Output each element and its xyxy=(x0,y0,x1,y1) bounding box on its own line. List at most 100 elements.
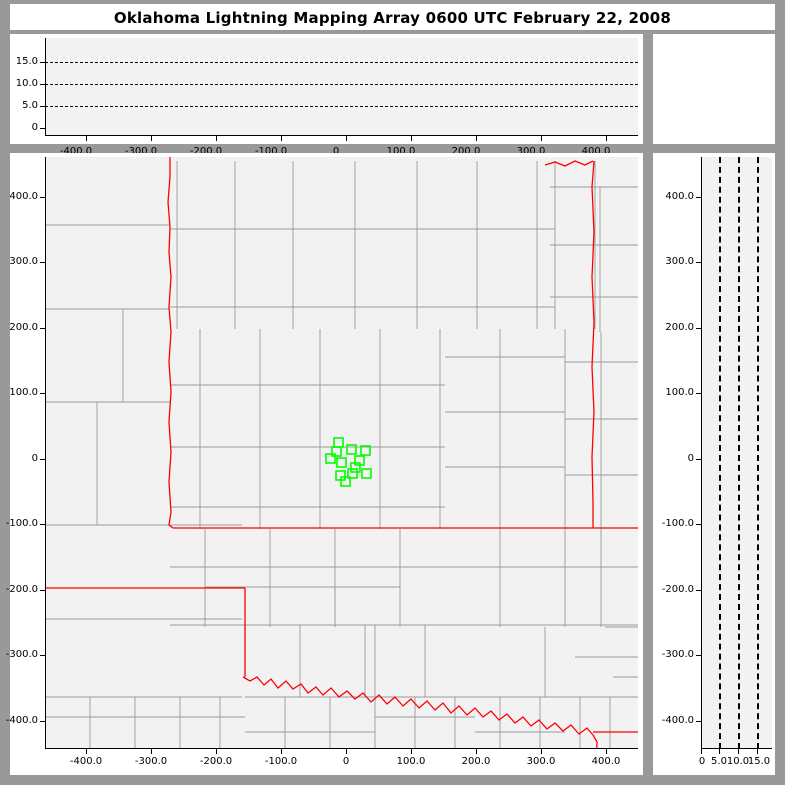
ytick-5 xyxy=(40,106,46,107)
map-xtick-label-0: 0 xyxy=(342,756,350,767)
vgridline-5 xyxy=(719,157,721,749)
map-xtick-100 xyxy=(411,749,412,754)
xtick-200 xyxy=(476,136,477,141)
alt-east-xtick-label-300: 300.0 xyxy=(516,146,546,157)
map-xtick-label-200: 200.0 xyxy=(461,756,491,767)
ytick-label-0: 0 xyxy=(31,122,38,133)
map-xtick-300 xyxy=(541,749,542,754)
map-ytick-label-0: 0 xyxy=(31,453,38,464)
map-ytick-300 xyxy=(40,262,46,263)
xtick--200 xyxy=(216,136,217,141)
alt-east-plot-area xyxy=(45,38,638,136)
na-ytick-label--400: -400.0 xyxy=(661,715,694,726)
map-ytick-label--400: -400.0 xyxy=(5,715,38,726)
na-ytick-200 xyxy=(696,328,702,329)
north-alt-x-axis xyxy=(701,748,772,749)
north-alt-plot-area[interactable] xyxy=(701,157,772,749)
xtick-300 xyxy=(541,136,542,141)
na-xtick-15 xyxy=(757,749,758,754)
map-ytick-label-100: 100.0 xyxy=(9,387,38,398)
na-xtick-label-10: 10.0 xyxy=(726,756,750,767)
map-xtick--200 xyxy=(216,749,217,754)
map-ytick-400 xyxy=(40,197,46,198)
xtick--300 xyxy=(151,136,152,141)
na-ytick--400 xyxy=(696,721,702,722)
plan-view-map-panel[interactable]: 400.0 300.0 200.0 100.0 0 -100.0 -200.0 … xyxy=(6,153,643,775)
na-ytick-label-200: 200.0 xyxy=(665,322,694,333)
na-ytick-label--100: -100.0 xyxy=(661,518,694,529)
alt-east-xtick-label-200: 200.0 xyxy=(451,146,481,157)
north-alt-y-axis xyxy=(701,157,702,749)
ytick-15 xyxy=(40,62,46,63)
map-plot-area[interactable] xyxy=(45,157,638,749)
xtick-400 xyxy=(606,136,607,141)
na-ytick--300 xyxy=(696,655,702,656)
map-xtick-label--400: -400.0 xyxy=(69,756,103,767)
map-xtick--100 xyxy=(281,749,282,754)
na-ytick--200 xyxy=(696,590,702,591)
na-ytick-label--300: -300.0 xyxy=(661,649,694,660)
map-xtick-0 xyxy=(346,749,347,754)
na-ytick-0 xyxy=(696,459,702,460)
map-ytick--300 xyxy=(40,655,46,656)
ytick-label-5: 5.0 xyxy=(22,100,38,111)
alt-east-y-axis xyxy=(45,38,46,136)
gridline-15 xyxy=(45,62,638,63)
map-ytick-200 xyxy=(40,328,46,329)
xtick-100 xyxy=(411,136,412,141)
alt-east-xtick-label-0: 0 xyxy=(332,146,340,157)
altitude-histogram-panel xyxy=(653,34,775,144)
alt-east-xtick-label--400: -400.0 xyxy=(59,146,93,157)
map-x-axis xyxy=(45,748,638,749)
map-ytick-label-400: 400.0 xyxy=(9,191,38,202)
map-xtick-200 xyxy=(476,749,477,754)
na-xtick-label-5: 5.0 xyxy=(711,756,727,767)
na-ytick-label-0: 0 xyxy=(687,453,694,464)
map-ytick-100 xyxy=(40,393,46,394)
map-ytick-label--200: -200.0 xyxy=(5,584,38,595)
na-xtick-5 xyxy=(719,749,720,754)
alt-east-x-axis xyxy=(45,135,638,136)
alt-east-xtick-label-100: 100.0 xyxy=(386,146,416,157)
map-ytick-label-200: 200.0 xyxy=(9,322,38,333)
na-ytick-100 xyxy=(696,393,702,394)
map-xtick--400 xyxy=(86,749,87,754)
map-xtick-label--300: -300.0 xyxy=(134,756,168,767)
alt-east-xtick-label-400: 400.0 xyxy=(581,146,611,157)
map-y-axis xyxy=(45,157,46,749)
map-xtick-label--200: -200.0 xyxy=(199,756,233,767)
xtick-0 xyxy=(346,136,347,141)
map-ytick--400 xyxy=(40,721,46,722)
na-xtick-10 xyxy=(738,749,739,754)
map-ytick-label--100: -100.0 xyxy=(5,518,38,529)
map-xtick-label-100: 100.0 xyxy=(396,756,426,767)
ytick-label-10: 10.0 xyxy=(15,78,38,89)
ytick-0 xyxy=(40,128,46,129)
map-xtick-label--100: -100.0 xyxy=(264,756,298,767)
ytick-label-15: 15.0 xyxy=(15,56,38,67)
na-xtick-0 xyxy=(701,749,702,754)
na-ytick-label--200: -200.0 xyxy=(661,584,694,595)
north-vs-altitude-panel[interactable]: 400.0 300.0 200.0 100.0 0 -100.0 -200.0 … xyxy=(653,153,775,775)
map-ytick-0 xyxy=(40,459,46,460)
vgridline-15 xyxy=(757,157,759,749)
alt-east-xtick-label--100: -100.0 xyxy=(254,146,288,157)
na-ytick-300 xyxy=(696,262,702,263)
page-title: Oklahoma Lightning Mapping Array 0600 UT… xyxy=(113,9,672,27)
na-ytick--100 xyxy=(696,524,702,525)
na-xtick-label-0: 0 xyxy=(698,756,706,767)
map-ytick-label-300: 300.0 xyxy=(9,256,38,267)
map-xtick-label-300: 300.0 xyxy=(526,756,556,767)
map-xtick-400 xyxy=(606,749,607,754)
na-xtick-label-15: 15.0 xyxy=(747,756,771,767)
map-ytick--200 xyxy=(40,590,46,591)
na-ytick-400 xyxy=(696,197,702,198)
xtick--100 xyxy=(281,136,282,141)
xtick--400 xyxy=(86,136,87,141)
map-xtick-label-400: 400.0 xyxy=(591,756,621,767)
na-ytick-label-100: 100.0 xyxy=(665,387,694,398)
alt-east-xtick-label--300: -300.0 xyxy=(124,146,158,157)
map-ytick-label--300: -300.0 xyxy=(5,649,38,660)
title-bar: Oklahoma Lightning Mapping Array 0600 UT… xyxy=(10,4,775,30)
